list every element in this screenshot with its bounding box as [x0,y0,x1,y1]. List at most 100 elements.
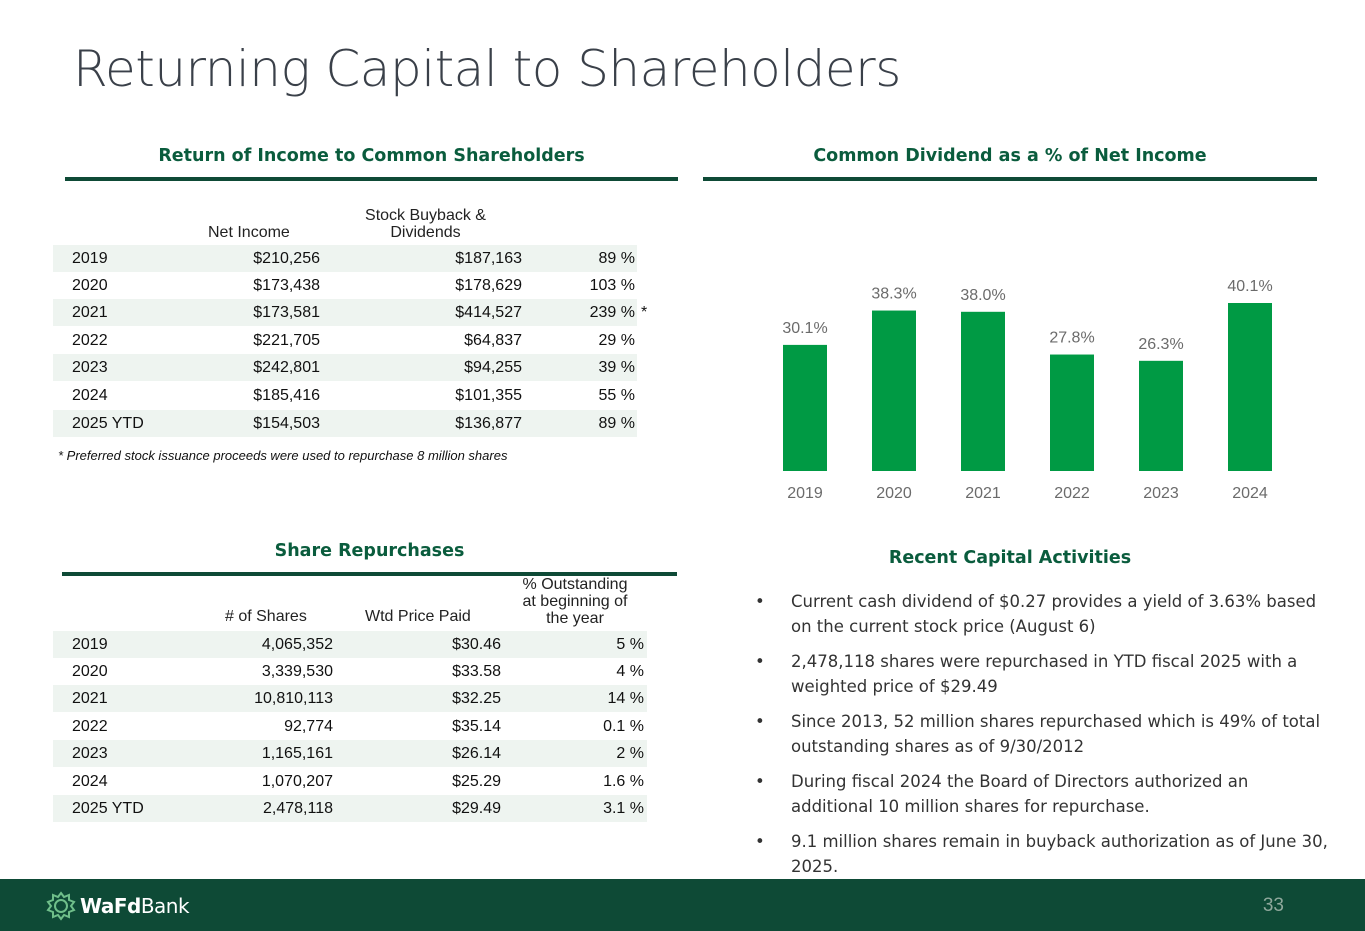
chart-data-label: 30.1% [782,320,827,337]
row-year: 2020 [72,663,108,680]
activity-bullet-item: • During fiscal 2024 the Board of Directo… [755,770,1330,819]
row-year: 2023 [72,745,108,762]
row-net-income: $173,581 [253,304,320,321]
activities-bullet-list: • Current cash dividend of $0.27 provides… [755,590,1330,890]
bullet-dot-icon: • [755,832,765,851]
row-pct: 29 % [598,332,635,349]
chart-bar [961,311,1005,471]
activity-bullet-item: • Since 2013, 52 million shares repurchas… [755,710,1330,759]
row-year: 2019 [72,250,108,267]
chart-bar [872,310,916,471]
income-table-row: 2020 $173,438 $178,629 103 % [53,272,637,299]
row-buyback: $187,163 [455,250,522,267]
bullet-dot-icon: • [755,712,765,731]
activity-bullet-text: Current cash dividend of $0.27 provides … [791,592,1317,636]
activity-bullet-text: During fiscal 2024 the Board of Director… [791,772,1249,816]
chart-x-tick-label: 2022 [1054,485,1090,502]
repurchase-table-row: 2024 1,070,207 $25.29 1.6 % [53,768,647,795]
dividend-section-heading: Common Dividend as a % of Net Income [813,146,1207,166]
row-pct: 89 % [598,415,635,432]
row-shares: 1,070,207 [261,773,333,790]
chart-x-tick-label: 2019 [787,485,823,502]
row-year: 2025 YTD [72,800,144,817]
dividend-section-rule [703,177,1317,181]
row-pct: 89 % [598,250,635,267]
row-buyback: $94,255 [464,359,522,376]
col-header-shares: # of Shares [225,608,307,625]
row-year: 2021 [72,304,108,321]
repurchase-table-row: 2020 3,339,530 $33.58 4 % [53,658,647,685]
col-header-buyback: Stock Buyback & Dividends [365,207,486,241]
row-pct-outstanding: 4 % [616,663,644,680]
row-price: $26.14 [452,745,501,762]
chart-bar [1139,360,1183,471]
repurchase-table-row: 2025 YTD 2,478,118 $29.49 3.1 % [53,795,647,822]
footer-bar: WaFdBank 33 [0,879,1365,931]
activity-bullet-text: 2,478,118 shares were repurchased in YTD… [791,652,1298,696]
row-buyback: $178,629 [455,277,522,294]
bullet-dot-icon: • [755,592,765,611]
repurchase-table-row: 2021 10,810,113 $32.25 14 % [53,685,647,712]
row-pct: 103 % [589,277,635,294]
chart-x-tick-label: 2021 [965,485,1001,502]
income-table: Net Income Stock Buyback & Dividends 201… [53,200,653,440]
dividend-bar-chart: 30.1% 2019 38.3% 2020 38.0% 2021 27.8% 2022 26.3… [782,278,1272,502]
activity-bullet-item: • Current cash dividend of $0.27 provides… [755,590,1330,639]
page-number: 33 [1262,895,1284,916]
chart-data-label: 40.1% [1227,278,1272,295]
row-shares: 3,339,530 [261,663,333,680]
wafd-bank-logo-icon [46,891,76,921]
row-buyback: $414,527 [455,304,522,321]
row-year: 2020 [72,277,108,294]
row-net-income: $185,416 [253,387,320,404]
row-year: 2019 [72,636,108,653]
chart-data-label: 26.3% [1138,336,1183,353]
row-shares: 4,065,352 [261,636,333,653]
income-table-row: 2025 YTD $154,503 $136,877 89 % [53,410,637,437]
row-year: 2024 [72,773,108,790]
wafd-bank-logo: WaFdBank [46,891,190,921]
repurchase-table-row: 2019 4,065,352 $30.46 5 % [53,631,647,658]
income-table-row: 2022 $221,705 $64,837 29 % [53,327,637,354]
repurchase-table-row: 2022 92,774 $35.14 0.1 % [53,713,647,740]
bullet-dot-icon: • [755,772,765,791]
row-year: 2025 YTD [72,415,144,432]
activity-bullet-item: • 9.1 million shares remain in buyback au… [755,830,1330,879]
activities-section-heading: Recent Capital Activities [888,548,1132,568]
chart-bar [1228,303,1272,471]
row-pct-outstanding: 3.1 % [603,800,644,817]
col-header-pct-outstanding: % Outstanding at beginning of the year [522,576,628,627]
income-section-rule [65,177,678,181]
repurchase-table-row: 2023 1,165,161 $26.14 2 % [53,740,647,767]
row-shares: 1,165,161 [261,745,333,762]
row-buyback: $136,877 [455,415,522,432]
row-price: $30.46 [452,636,501,653]
row-pct: 239 % [589,304,635,321]
chart-x-tick-label: 2020 [876,485,912,502]
row-year: 2021 [72,690,108,707]
row-price: $32.25 [452,690,501,707]
row-pct: 39 % [598,359,635,376]
row-year: 2022 [72,332,108,349]
row-net-income: $154,503 [253,415,320,432]
row-buyback: $101,355 [455,387,522,404]
row-net-income: $221,705 [253,332,320,349]
chart-bar [1050,354,1094,471]
row-price: $33.58 [452,663,501,680]
repurchase-section-heading: Share Repurchases [274,541,465,561]
row-shares: 92,774 [284,718,333,735]
row-price: $29.49 [452,800,501,817]
row-buyback: $64,837 [464,332,522,349]
income-table-row: 2024 $185,416 $101,355 55 % [53,382,637,409]
chart-data-label: 27.8% [1049,330,1094,347]
activity-bullet-item: • 2,478,118 shares were repurchased in YT… [755,650,1330,699]
row-pct-outstanding: 2 % [616,745,644,762]
income-footnote: * Preferred stock issuance proceeds were… [58,448,508,463]
row-pct-outstanding: 0.1 % [603,718,644,735]
row-price: $25.29 [452,773,501,790]
col-header-net-income: Net Income [208,224,290,241]
activity-bullet-text: Since 2013, 52 million shares repurchase… [791,712,1321,756]
row-net-income: $173,438 [253,277,320,294]
repurchase-section-rule [62,572,677,576]
activity-bullet-text: 9.1 million shares remain in buyback aut… [791,832,1328,876]
